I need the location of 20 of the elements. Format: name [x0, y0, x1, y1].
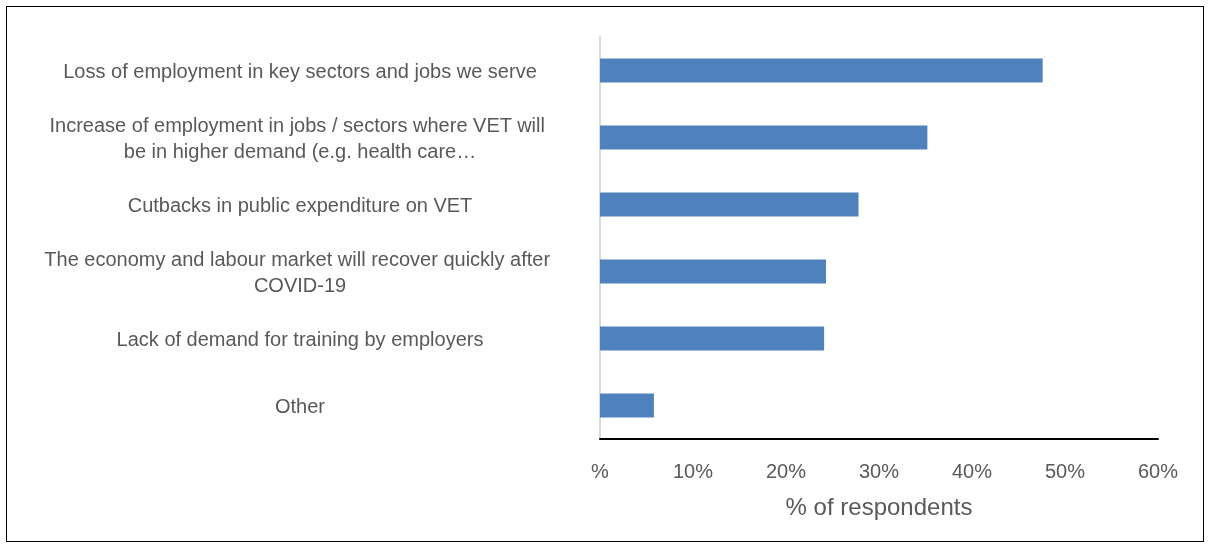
y-tick-label: Loss of employment in key sectors and jobs we serve — [63, 59, 537, 82]
x-tick-label: 60% — [1137, 460, 1179, 482]
x-tick-label: 30% — [858, 460, 900, 482]
bar — [600, 192, 859, 217]
bar — [600, 125, 928, 150]
y-tick-label: Cutbacks in public expenditure on VET — [127, 193, 473, 216]
bar — [600, 58, 1043, 83]
x-tick-label: % — [591, 460, 610, 482]
y-tick-label: Lack of demand for training by employers — [116, 327, 484, 350]
bar — [600, 326, 825, 351]
y-tick-label: Increase of employment in jobs / sectors where VET will be in higher demand (e.g. health care… — [49, 113, 551, 162]
y-tick-label: Other — [274, 394, 326, 417]
y-tick-label: The economy and labour market will recover quickly after COVID-19 — [44, 247, 556, 296]
x-tick-label: 10% — [672, 460, 714, 482]
x-axis-title: % of respondents — [785, 492, 973, 520]
bar — [600, 259, 826, 284]
x-tick-label: 50% — [1044, 460, 1086, 482]
bar — [600, 393, 654, 418]
x-tick-label: 40% — [951, 460, 993, 482]
x-tick-label: 20% — [765, 460, 807, 482]
